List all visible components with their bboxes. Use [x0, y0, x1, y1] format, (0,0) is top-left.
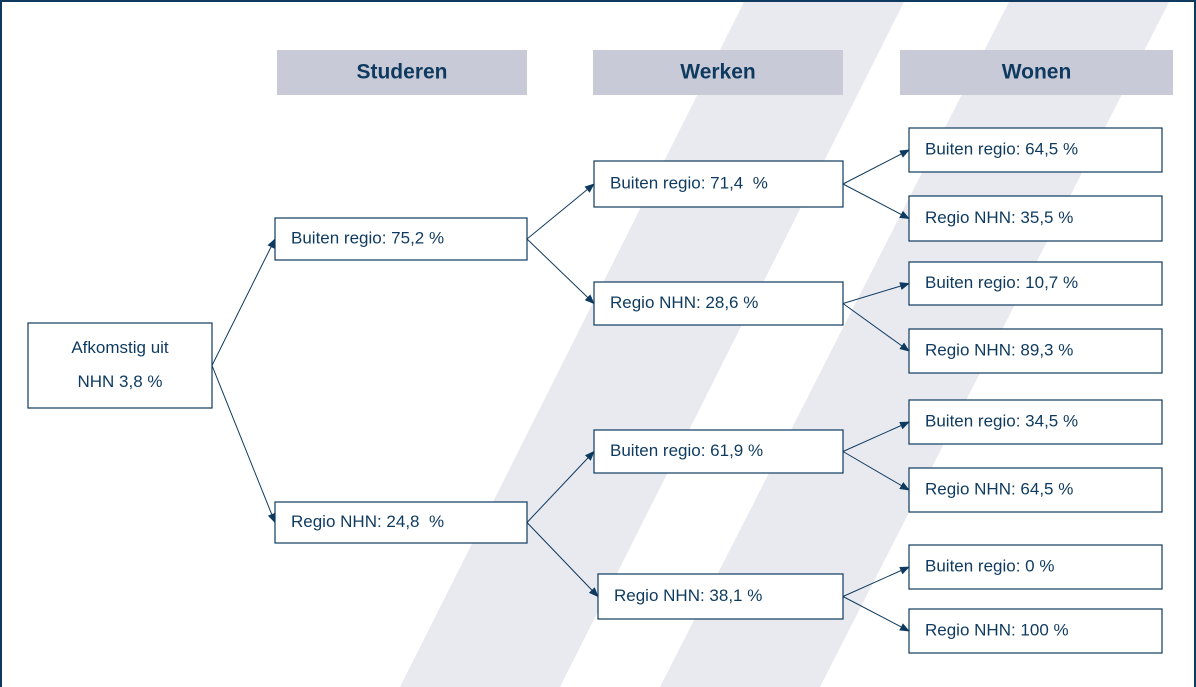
node-label: Buiten regio: 0 % [925, 556, 1054, 575]
node-label: Afkomstig uit [71, 338, 169, 357]
arrow [211, 238, 276, 366]
node-label: Buiten regio: 75,2 % [291, 228, 444, 247]
node-box [908, 544, 1163, 590]
node-label: Buiten regio: 10,7 % [925, 273, 1078, 292]
node-box [908, 399, 1163, 445]
node-label: Regio NHN: 38,1 % [614, 586, 762, 605]
arrow [842, 421, 910, 452]
node-box [908, 328, 1163, 374]
header-bar [277, 50, 527, 95]
arrow [842, 183, 910, 219]
header-label: Studeren [356, 61, 447, 84]
arrow [842, 282, 910, 304]
arrow [842, 566, 910, 597]
node-box [908, 127, 1163, 173]
node-label: Buiten regio: 61,9 % [610, 441, 763, 460]
content: Studeren Werken Wonen Afkomstig uit NHN 3,8 … [27, 50, 1173, 654]
node-box [597, 573, 844, 620]
node-label: Regio NHN: 100 % [925, 620, 1069, 639]
node-box [593, 160, 844, 208]
node-label: Buiten regio: 34,5 % [925, 411, 1078, 430]
node-label: Regio NHN: 64,5 % [925, 479, 1073, 498]
node-label: Regio NHN: 89,3 % [925, 340, 1073, 359]
arrow [526, 522, 599, 598]
arrow [842, 596, 910, 632]
header-label: Werken [680, 61, 755, 84]
arrow [211, 365, 276, 524]
header-label: Wonen [1002, 61, 1072, 84]
arrow [526, 450, 595, 523]
node-box [908, 261, 1163, 306]
header-bar [900, 50, 1173, 95]
node-label: Regio NHN: 35,5 % [925, 208, 1073, 227]
arrow [842, 149, 910, 185]
arrow [842, 303, 910, 352]
arrow [842, 451, 910, 491]
node-box [593, 429, 844, 474]
node-label: Regio NHN: 28,6 % [610, 293, 758, 312]
node-label: Regio NHN: 24,8 % [291, 512, 444, 531]
node-box [593, 281, 844, 326]
node-box [27, 322, 213, 409]
node-box [908, 608, 1163, 654]
arrow [526, 183, 595, 240]
node-box [908, 195, 1163, 242]
node-label: Buiten regio: 64,5 % [925, 139, 1078, 158]
header-bar [593, 50, 843, 95]
node-box [274, 501, 528, 544]
arrow [526, 238, 595, 305]
node-box [274, 217, 528, 261]
node-label: NHN 3,8 % [77, 372, 162, 391]
node-box [908, 467, 1163, 513]
node-label: Buiten regio: 71,4 % [610, 173, 768, 192]
